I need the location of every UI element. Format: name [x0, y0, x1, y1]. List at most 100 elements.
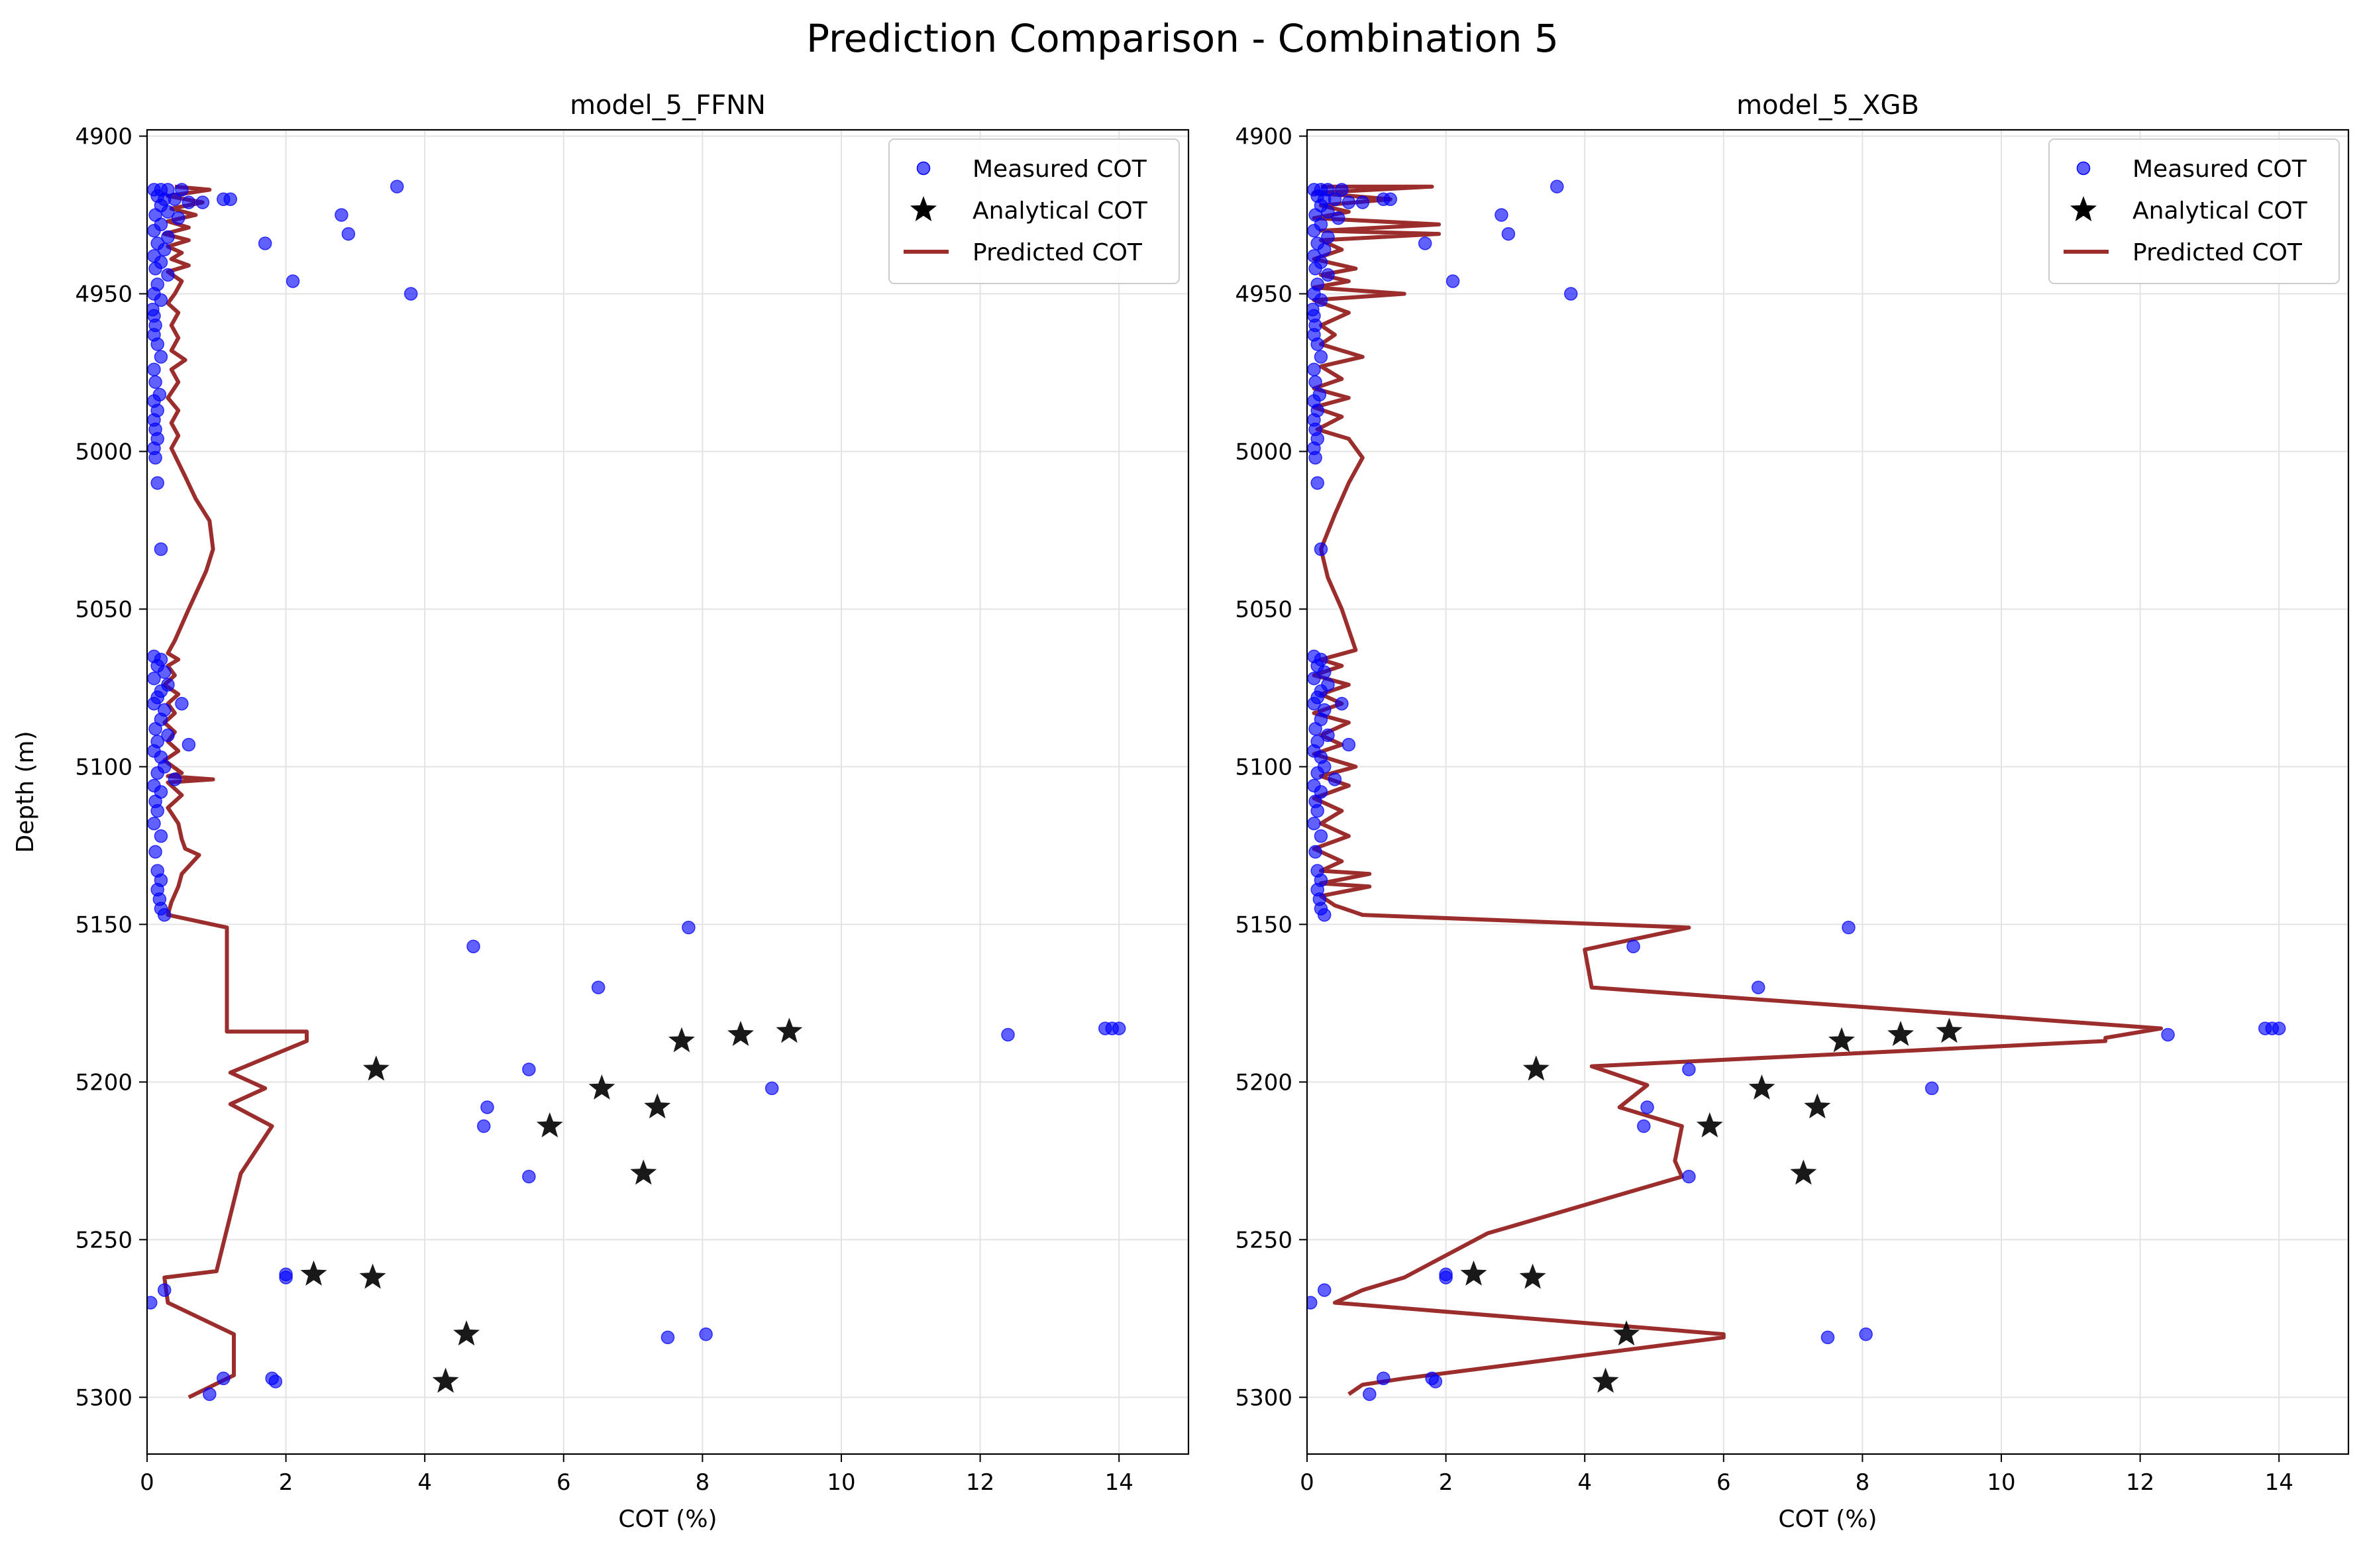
measured-cot-point — [1317, 242, 1332, 257]
measured-cot-point — [1637, 1119, 1651, 1133]
measured-cot-point — [147, 816, 161, 831]
analytical-cot-point — [1804, 1093, 1831, 1119]
measured-cot-point — [1924, 1081, 1939, 1096]
measured-cot-point — [699, 1327, 713, 1341]
measured-cot-point — [157, 1283, 172, 1297]
measured-cot-point — [335, 208, 348, 222]
measured-cot-point — [157, 665, 172, 679]
y-tick-label: 4900 — [75, 124, 132, 150]
measured-cot-point — [175, 696, 189, 711]
plot-frame — [146, 129, 1190, 1455]
analytical-cot-point — [630, 1159, 657, 1185]
measured-cot-point — [1341, 737, 1356, 752]
measured-cot-point — [1307, 1296, 1318, 1310]
measured-cot-point — [1314, 293, 1328, 307]
legend-box — [2048, 138, 2340, 284]
measured-cot-point — [660, 1330, 675, 1345]
analytical-cot-point — [1790, 1159, 1817, 1185]
analytical-cot-point — [668, 1027, 695, 1053]
legend-label: Analytical COT — [972, 197, 1148, 225]
measured-cot-point — [148, 375, 162, 390]
measured-cot-point — [1321, 230, 1335, 244]
measured-cot-point — [154, 542, 168, 556]
legend-star-swatch — [2070, 196, 2097, 221]
measured-cot-point — [147, 362, 161, 376]
measured-cot-point — [390, 180, 404, 193]
measured-cot-point — [1859, 1327, 1873, 1341]
measured-cot-point — [1310, 766, 1324, 780]
measured-cot-point — [1439, 1271, 1453, 1284]
measured-cot-point — [341, 227, 356, 241]
measured-cot-point — [157, 908, 172, 922]
x-tick-label: 4 — [1577, 1469, 1592, 1496]
predicted-cot-line — [162, 184, 309, 1399]
measured-cot-point — [1308, 375, 1322, 390]
measured-cot-point — [1317, 908, 1332, 922]
legend-label: Predicted COT — [972, 239, 1143, 266]
measured-cot-point — [1317, 1283, 1332, 1297]
measured-cot-point — [1308, 845, 1322, 859]
measured-cot-point — [1418, 236, 1432, 250]
measured-cot-point — [1328, 192, 1342, 206]
y-tick-label: 5200 — [1235, 1069, 1292, 1096]
measured-cot-point — [682, 920, 696, 935]
measured-cot-point — [1317, 665, 1332, 679]
measured-cot-point — [1563, 287, 1578, 301]
measured-cot-point — [1314, 829, 1328, 843]
measured-cot-point — [154, 829, 168, 843]
y-tick-label: 5300 — [75, 1385, 132, 1411]
x-tick-label: 6 — [1716, 1469, 1731, 1496]
measured-cot-point — [279, 1271, 293, 1284]
y-tick-label: 5150 — [1235, 912, 1292, 938]
measured-cot-point — [171, 211, 185, 225]
y-tick-label: 4950 — [75, 281, 132, 307]
measured-cot-point — [1307, 224, 1321, 238]
analytical-cot-point — [359, 1263, 386, 1289]
x-tick-label: 8 — [1856, 1469, 1870, 1496]
y-tick-label: 5250 — [1235, 1227, 1292, 1253]
predicted-cot-line — [1312, 184, 2163, 1396]
x-tick-label: 14 — [1105, 1469, 1133, 1496]
measured-cot-point — [161, 230, 175, 244]
measured-cot-point — [403, 287, 418, 301]
x-tick-label: 4 — [417, 1469, 432, 1496]
measured-cot-point — [150, 766, 164, 780]
measured-cot-point — [1335, 696, 1349, 711]
measured-cot-point — [161, 268, 175, 282]
analytical-cot-point — [362, 1055, 390, 1081]
measured-cot-point — [150, 476, 164, 490]
measured-cot-point — [1310, 804, 1324, 818]
measured-cot-point — [157, 242, 172, 257]
measured-cot-point — [1341, 195, 1356, 209]
measured-cot-point — [203, 1387, 217, 1401]
measured-cot-point — [168, 772, 182, 786]
measured-cot-point — [1310, 476, 1324, 490]
y-tick-label: 5000 — [75, 439, 132, 465]
measured-cot-point — [1308, 722, 1322, 736]
measured-cot-point — [175, 183, 189, 197]
measured-cot-point — [168, 192, 182, 206]
y-tick-label: 5000 — [1235, 439, 1292, 465]
measured-cot-point — [2272, 1021, 2286, 1035]
measured-cot-point — [1314, 350, 1328, 364]
measured-cot-point — [147, 224, 161, 238]
analytical-cot-point — [453, 1320, 480, 1346]
measured-cot-point — [148, 262, 162, 276]
plot-area — [147, 180, 1126, 1401]
measured-cot-point — [1321, 268, 1335, 282]
legend-label: Predicted COT — [2132, 239, 2303, 266]
analytical-cot-point — [1519, 1263, 1546, 1289]
x-tick-label: 10 — [1987, 1469, 2015, 1496]
panel-ffnn: 0 2 4 6 8 10 12 14 4900 4950 5000 5050 5100 5150 5200 5… — [12, 90, 1190, 1533]
measured-cot-point — [1307, 816, 1321, 831]
measured-cot-point — [150, 337, 164, 351]
analytical-cot-point — [1522, 1055, 1550, 1081]
subplot-title: model_5_XGB — [1736, 90, 1919, 121]
measured-cot-point — [268, 1375, 283, 1388]
legend: Measured COT Analytical COT Predicted COT — [2048, 138, 2340, 284]
measured-cot-point — [154, 293, 168, 307]
legend: Measured COT Analytical COT Predicted COT — [888, 138, 1180, 284]
measured-cot-point — [1321, 728, 1335, 743]
x-tick-label: 14 — [2265, 1469, 2293, 1496]
measured-cot-point — [522, 1169, 536, 1184]
